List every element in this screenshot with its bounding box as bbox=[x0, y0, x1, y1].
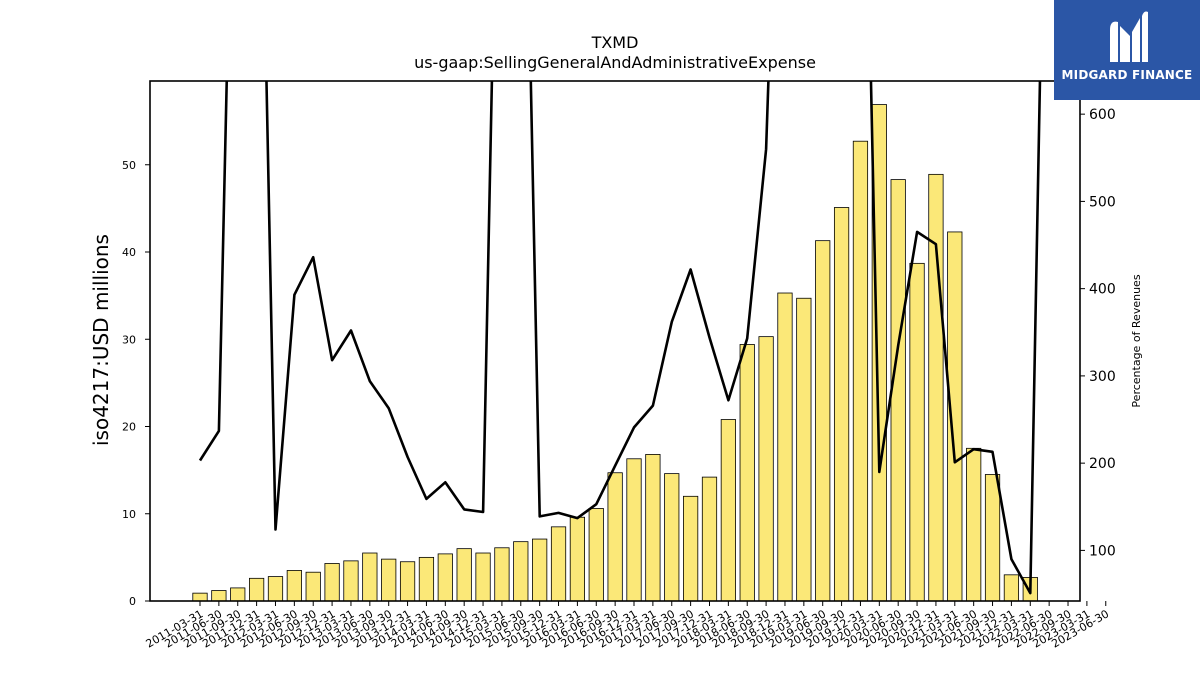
bar bbox=[550, 526, 567, 602]
bar bbox=[305, 571, 321, 602]
bar bbox=[381, 558, 397, 602]
y-tick-label: 0 bbox=[129, 595, 136, 608]
y2-tick-label: 400 bbox=[1089, 282, 1116, 298]
bar bbox=[984, 474, 1001, 602]
midgard-m-logo-icon bbox=[1110, 11, 1148, 62]
y-tick-label: 10 bbox=[122, 508, 136, 521]
bar bbox=[343, 560, 359, 602]
bar bbox=[569, 516, 586, 602]
bar bbox=[890, 179, 906, 602]
bar bbox=[815, 240, 831, 602]
bar bbox=[796, 297, 812, 602]
bar-series bbox=[192, 104, 1038, 602]
chart-title: TXMD bbox=[591, 33, 639, 52]
bar bbox=[475, 552, 491, 602]
logo-text: MIDGARD FINANCE bbox=[1061, 68, 1193, 82]
y2-tick-label: 500 bbox=[1089, 194, 1116, 210]
y2-tick-label: 300 bbox=[1089, 369, 1116, 385]
bar bbox=[513, 541, 529, 602]
bar bbox=[494, 547, 510, 602]
y2-tick-label: 600 bbox=[1089, 107, 1116, 123]
bar bbox=[777, 292, 793, 602]
bar bbox=[928, 173, 944, 602]
bar bbox=[739, 344, 755, 602]
y-tick-label: 40 bbox=[122, 246, 136, 259]
line-series bbox=[198, 81, 1042, 595]
bar bbox=[607, 472, 623, 602]
bar bbox=[626, 458, 642, 602]
bar bbox=[758, 336, 774, 602]
bar bbox=[437, 553, 453, 602]
bar bbox=[909, 262, 925, 602]
bar bbox=[362, 552, 378, 602]
bar bbox=[720, 419, 736, 602]
axis-ticks: 010203040501002003004005006002011-03-312… bbox=[122, 107, 1116, 650]
bar bbox=[211, 590, 227, 602]
bar bbox=[267, 576, 284, 602]
y-tick-label: 20 bbox=[122, 421, 136, 434]
bar bbox=[532, 538, 548, 602]
bar bbox=[456, 548, 472, 602]
bar bbox=[192, 592, 208, 602]
bar bbox=[230, 587, 246, 602]
bar bbox=[1003, 574, 1020, 602]
y-tick-label: 30 bbox=[122, 333, 136, 346]
y-axis-label: iso4217:USD millions bbox=[89, 234, 113, 446]
bar bbox=[418, 556, 435, 602]
bar bbox=[588, 508, 604, 602]
midgard-finance-logo: MIDGARD FINANCE bbox=[1054, 0, 1200, 100]
bar bbox=[399, 561, 416, 602]
bar bbox=[966, 447, 982, 602]
y-tick-label: 50 bbox=[122, 159, 136, 172]
y2-tick-label: 200 bbox=[1089, 456, 1116, 472]
bar bbox=[324, 563, 340, 602]
line-path bbox=[198, 81, 1042, 595]
chart-subtitle: us-gaap:SellingGeneralAndAdministrativeE… bbox=[414, 53, 816, 72]
bar bbox=[833, 207, 850, 602]
bar bbox=[683, 495, 699, 602]
plot-frame bbox=[149, 80, 1081, 602]
y2-axis-label: Percentage of Revenues bbox=[1130, 274, 1143, 407]
bar bbox=[286, 570, 302, 602]
y2-tick-label: 100 bbox=[1089, 543, 1116, 559]
bar bbox=[664, 473, 680, 602]
bar bbox=[701, 476, 718, 602]
bar bbox=[249, 577, 265, 602]
bar bbox=[852, 140, 869, 602]
bar bbox=[645, 454, 661, 602]
